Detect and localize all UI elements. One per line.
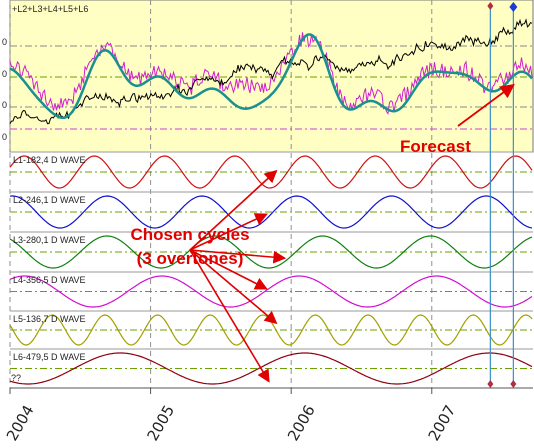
wave-label-1: L1-182,4 D WAVE — [13, 155, 86, 165]
y-tick-label: 0 — [2, 69, 7, 79]
wave-labels: L1-182,4 D WAVE L2-246,1 D WAVE L3-280,1 D… — [13, 155, 86, 362]
composite-cycle-line — [9, 33, 533, 120]
wave-line-3 — [9, 235, 533, 269]
annotation-arrow — [189, 249, 270, 383]
marker-diamond — [487, 380, 494, 388]
wave-line-4 — [9, 275, 533, 308]
price-series-line — [9, 18, 533, 125]
wave-label-5: L5-136,7 D WAVE — [13, 314, 86, 324]
wave-line-1 — [9, 155, 533, 189]
annotation-arrow — [189, 249, 287, 264]
annotation-arrow — [189, 249, 268, 290]
cycle-waves — [9, 155, 533, 385]
x-tick-label: 2007 — [425, 402, 460, 444]
wave-label-4: L4-356,5 D WAVE — [13, 275, 86, 285]
chosen-cycles-label: Chosen cycles — [130, 225, 249, 244]
overtones-label: (3 overtones) — [137, 249, 244, 268]
wave-label-3: L3-280,1 D WAVE — [13, 235, 86, 245]
detrended-series-line — [9, 32, 533, 115]
annotation-arrow — [189, 249, 278, 325]
question-marks: ?? — [11, 373, 21, 383]
wave-line-2 — [9, 195, 533, 229]
marker-diamond — [510, 380, 517, 388]
x-axis: 2004 2005 2006 2007 — [3, 387, 533, 444]
x-tick-label: 2004 — [3, 402, 38, 444]
x-tick-label: 2006 — [284, 402, 319, 444]
top-panel-title: +L2+L3+L4+L5+L6 — [12, 4, 88, 14]
wave-label-2: L2-246,1 D WAVE — [13, 195, 86, 205]
annotation-arrow — [189, 169, 278, 251]
y-tick-label: 0 — [2, 37, 7, 47]
chart-grid — [9, 0, 433, 388]
x-tick-label: 2005 — [143, 402, 178, 444]
forecast-label: Forecast — [400, 137, 471, 156]
wave-line-6 — [9, 352, 533, 385]
y-tick-label: 0 — [2, 132, 7, 142]
marker-diamond — [487, 2, 494, 10]
annotation-arrow — [189, 213, 268, 251]
marker-diamond — [509, 2, 518, 12]
y-tick-label: 0 — [2, 100, 7, 110]
wave-label-6: L6-479,5 D WAVE — [13, 352, 86, 362]
forecast-markers — [487, 2, 518, 388]
annotation-arrows — [189, 83, 515, 383]
forecast-arrow — [457, 83, 515, 127]
top-panel-series — [9, 18, 533, 125]
